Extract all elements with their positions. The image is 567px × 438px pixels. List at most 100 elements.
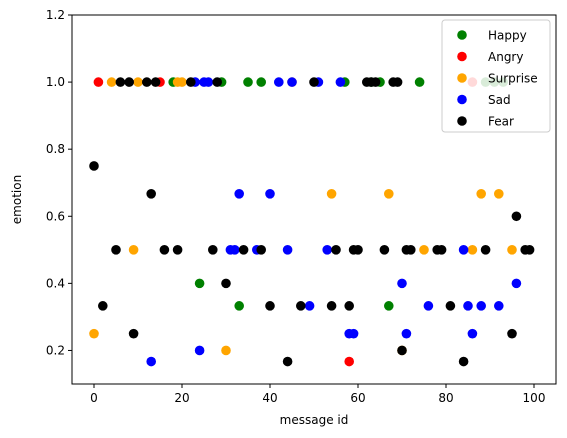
point-fear [98, 301, 108, 311]
point-sad [230, 245, 240, 255]
y-tick-label: 1.0 [46, 75, 65, 89]
point-fear [379, 245, 390, 255]
y-axis-label: emotion [10, 175, 24, 224]
point-surprise [326, 188, 337, 199]
legend-entries: Happy Angry Surprise Sad Fear [457, 29, 538, 129]
point-fear [111, 245, 121, 255]
point-surprise [221, 345, 231, 356]
legend-marker-surprise [457, 73, 467, 83]
y-tick-label: 1.2 [46, 8, 65, 22]
point-fear [458, 356, 469, 367]
point-fear [128, 328, 139, 339]
point-fear [208, 245, 218, 255]
y-tick-label: 0.2 [46, 343, 65, 357]
point-fear [146, 188, 156, 199]
point-surprise [177, 77, 187, 87]
point-sad [401, 328, 412, 339]
point-fear [256, 245, 267, 255]
legend-marker-fear [457, 116, 467, 126]
y-ticks: 0.2 0.4 0.6 0.8 1.0 1.2 [46, 8, 72, 357]
legend-marker-happy [457, 30, 467, 40]
point-fear [142, 77, 152, 87]
point-surprise [89, 328, 99, 339]
point-happy [234, 301, 244, 311]
point-sad [458, 245, 469, 255]
point-fear [507, 328, 517, 339]
point-fear [150, 77, 161, 87]
point-happy [414, 77, 425, 87]
point-surprise [467, 245, 478, 255]
x-tick-label: 0 [90, 391, 98, 405]
legend-label-surprise: Surprise [488, 72, 538, 86]
point-sad [282, 245, 293, 255]
point-fear [524, 245, 535, 255]
point-fear [159, 245, 170, 255]
point-sad [476, 301, 487, 311]
point-sad [397, 278, 407, 289]
legend-label-sad: Sad [488, 93, 511, 107]
y-tick-label: 0.8 [46, 142, 65, 156]
x-tick-label: 80 [438, 391, 453, 405]
point-surprise [476, 188, 487, 199]
x-ticks: 0 20 40 60 80 100 [90, 384, 545, 405]
point-fear [406, 245, 416, 255]
point-sad [146, 356, 156, 367]
legend-label-fear: Fear [488, 115, 514, 129]
legend-label-angry: Angry [488, 50, 523, 64]
x-tick-label: 20 [174, 391, 189, 405]
point-fear [392, 77, 403, 87]
point-sad [423, 301, 434, 311]
point-fear [331, 245, 341, 255]
point-fear [212, 77, 222, 87]
legend-marker-sad [457, 94, 467, 105]
point-fear [445, 301, 456, 311]
point-sad [467, 328, 478, 339]
point-sad [511, 278, 522, 289]
point-sad [322, 245, 333, 255]
point-fear [282, 356, 293, 367]
point-fear [124, 77, 134, 87]
legend: Happy Angry Surprise Sad Fear [441, 19, 551, 133]
legend-box [441, 19, 551, 133]
point-surprise [494, 188, 504, 199]
point-fear [511, 211, 522, 222]
point-happy [243, 77, 253, 87]
point-sad [304, 301, 315, 311]
point-fear [397, 345, 407, 356]
point-fear [172, 245, 183, 255]
point-surprise [384, 188, 394, 199]
point-surprise [128, 245, 139, 255]
point-happy [194, 278, 205, 289]
point-surprise [133, 77, 143, 87]
point-sad [287, 77, 297, 87]
point-sad [348, 328, 359, 339]
point-fear [326, 301, 337, 311]
point-sad [265, 188, 275, 199]
point-sad [274, 77, 284, 87]
point-fear [265, 301, 275, 311]
point-surprise [507, 245, 517, 255]
point-fear [353, 245, 363, 255]
point-sad [335, 77, 346, 87]
x-tick-label: 100 [523, 391, 546, 405]
x-axis-label: message id [280, 413, 349, 427]
point-angry [344, 356, 355, 367]
point-fear [221, 278, 231, 289]
point-sad [234, 188, 244, 199]
legend-label-happy: Happy [488, 29, 527, 43]
point-fear [370, 77, 381, 87]
point-fear [344, 301, 355, 311]
point-sad [203, 77, 214, 87]
point-fear [89, 161, 99, 171]
point-fear [186, 77, 196, 87]
point-surprise [419, 245, 429, 255]
point-happy [256, 77, 267, 87]
point-angry [93, 77, 104, 87]
point-fear [480, 245, 491, 255]
y-tick-label: 0.6 [46, 209, 65, 223]
point-happy [384, 301, 394, 311]
x-tick-label: 40 [262, 391, 277, 405]
points-layer [89, 77, 535, 367]
point-sad [463, 301, 473, 311]
